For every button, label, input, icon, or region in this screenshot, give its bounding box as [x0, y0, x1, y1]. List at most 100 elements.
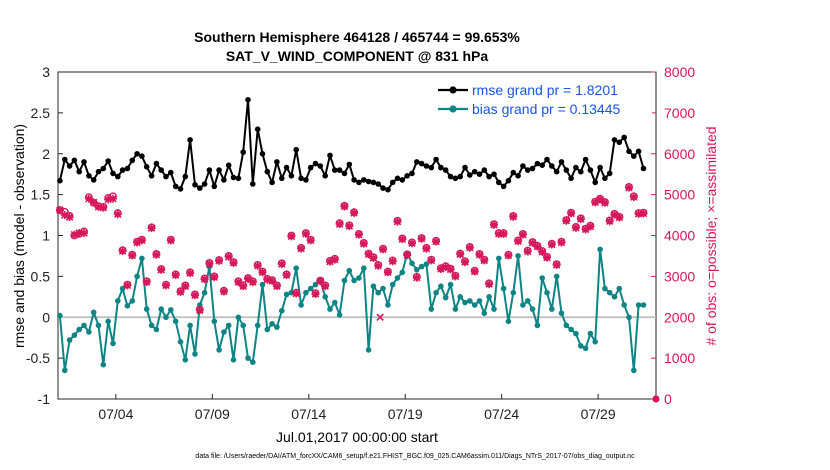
- bias-point: [264, 326, 271, 333]
- obs-assimilated-marker: [84, 194, 93, 203]
- obs-assimilated-marker: [186, 269, 195, 278]
- x-tick-label: 07/14: [291, 406, 326, 422]
- obs-assimilated-marker: [263, 275, 272, 284]
- bias-point: [587, 330, 594, 337]
- bias-point: [544, 289, 550, 296]
- y-left-tick-label: -0.5: [26, 350, 50, 366]
- rmse-point: [414, 159, 420, 165]
- obs-assimilated-marker: [591, 198, 600, 207]
- rmse-point: [71, 157, 78, 164]
- bias-point: [505, 318, 512, 325]
- rmse-point: [423, 163, 430, 169]
- bias-point: [336, 312, 343, 318]
- bias-point: [211, 318, 218, 325]
- rmse-point: [500, 183, 507, 190]
- obs-assimilated-marker: [364, 250, 373, 259]
- rmse-point: [341, 170, 348, 177]
- obs-assimilated-marker: [70, 230, 79, 239]
- obs-assimilated-marker: [538, 247, 547, 256]
- rmse-point: [442, 167, 449, 173]
- rmse-point: [168, 169, 174, 176]
- obs-assimilated-marker: [190, 291, 199, 300]
- rmse-point: [515, 173, 521, 179]
- bias-point: [351, 277, 357, 284]
- bias-point: [110, 340, 116, 347]
- bias-point: [597, 246, 603, 253]
- bias-point: [86, 329, 92, 335]
- rmse-point: [327, 152, 333, 159]
- y-left-tick-label: 2: [42, 146, 50, 162]
- bias-point: [283, 291, 290, 298]
- rmse-point: [259, 151, 266, 157]
- obs-assimilated-marker: [393, 217, 402, 226]
- y-right-tick-label: 2000: [664, 309, 695, 325]
- bias-point: [500, 285, 507, 292]
- obs-assimilated-marker: [514, 237, 523, 246]
- rmse-point: [254, 126, 261, 132]
- bias-point: [433, 289, 439, 296]
- obs-assimilated-marker: [272, 282, 281, 291]
- bias-point: [418, 263, 425, 270]
- obs-2: [652, 395, 660, 403]
- obs-assimilated-marker: [456, 250, 465, 259]
- obs-assimilated-marker: [118, 247, 127, 256]
- bias-point: [148, 322, 155, 329]
- rmse-point: [201, 181, 208, 187]
- rmse-point: [602, 175, 608, 182]
- rmse-point: [616, 139, 623, 146]
- rmse-point: [549, 163, 555, 169]
- obs-assimilated-marker: [552, 260, 561, 269]
- rmse-point: [404, 173, 411, 179]
- legend-rmse-label: rmse grand pr = 1.8201: [472, 82, 618, 98]
- obs-assimilated-marker: [162, 281, 171, 290]
- bias-point: [520, 302, 526, 308]
- rmse-point: [110, 170, 116, 177]
- obs-assimilated-marker: [123, 281, 132, 290]
- y-left-tick-label: 0.5: [31, 268, 51, 284]
- obs-assimilated-marker: [615, 213, 624, 222]
- rmse-point: [221, 177, 227, 183]
- obs-assimilated-marker: [518, 230, 527, 239]
- rmse-point: [471, 168, 478, 175]
- bias-point: [124, 303, 131, 309]
- obs-assimilated-marker: [345, 222, 354, 231]
- rmse-point: [394, 175, 401, 182]
- obs-assimilated-marker: [374, 261, 383, 270]
- rmse-point: [206, 167, 213, 173]
- obs-assimilated-marker: [94, 202, 103, 211]
- legend: rmse grand pr = 1.8201 bias grand pr = 0…: [432, 78, 652, 122]
- rmse-point: [240, 149, 246, 155]
- bias-point: [225, 322, 232, 329]
- rmse-point: [606, 170, 613, 177]
- rmse-point: [197, 185, 203, 191]
- bias-point: [187, 322, 193, 329]
- obs-assimilated-marker: [629, 193, 638, 202]
- bias-point: [139, 255, 145, 262]
- bias-point: [134, 273, 140, 280]
- rmse-point: [611, 137, 618, 143]
- legend-box: [432, 78, 652, 122]
- bias-point: [143, 306, 150, 312]
- chart-subtitle: SAT_V_WIND_COMPONENT @ 831 hPa: [226, 48, 489, 64]
- bias-point: [423, 261, 430, 267]
- rmse-point: [370, 179, 377, 186]
- rmse-point: [452, 175, 459, 182]
- obs-assimilated-marker: [65, 213, 74, 222]
- bias-point: [312, 281, 319, 288]
- bias-point: [62, 367, 68, 374]
- rmse-point: [192, 182, 198, 188]
- obs-assimilated-marker: [509, 212, 518, 221]
- obs-assimilated-marker: [253, 261, 262, 270]
- bias-point: [534, 322, 541, 329]
- bias-point: [529, 306, 536, 312]
- rmse-point: [158, 167, 164, 173]
- obs-1: [376, 313, 384, 322]
- obs-assimilated-marker: [181, 282, 190, 291]
- rmse-point: [172, 183, 179, 190]
- bias-point: [216, 347, 222, 353]
- bias-point: [192, 351, 198, 357]
- bias-point: [558, 310, 565, 317]
- y-right-tick-label: 6000: [664, 146, 695, 162]
- y-left-tick-label: 1: [42, 228, 50, 244]
- x-tick-label: 07/29: [581, 406, 616, 422]
